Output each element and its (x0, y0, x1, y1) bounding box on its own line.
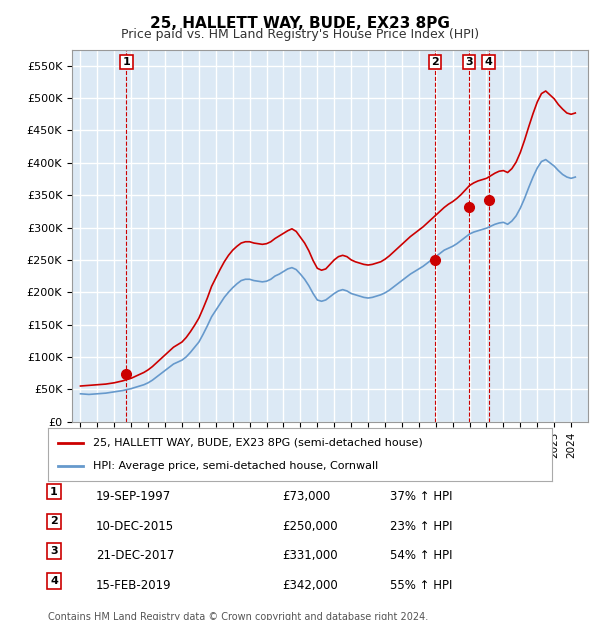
Text: 2: 2 (431, 57, 439, 67)
Text: 37% ↑ HPI: 37% ↑ HPI (390, 490, 452, 503)
Text: £73,000: £73,000 (282, 490, 330, 503)
Text: 25, HALLETT WAY, BUDE, EX23 8PG (semi-detached house): 25, HALLETT WAY, BUDE, EX23 8PG (semi-de… (94, 438, 423, 448)
Text: Contains HM Land Registry data © Crown copyright and database right 2024.: Contains HM Land Registry data © Crown c… (48, 612, 428, 620)
Text: 15-FEB-2019: 15-FEB-2019 (96, 579, 172, 592)
Text: 3: 3 (465, 57, 473, 67)
Text: 54% ↑ HPI: 54% ↑ HPI (390, 549, 452, 562)
Text: 10-DEC-2015: 10-DEC-2015 (96, 520, 174, 533)
Text: 21-DEC-2017: 21-DEC-2017 (96, 549, 175, 562)
Text: 4: 4 (50, 576, 58, 586)
Text: 25, HALLETT WAY, BUDE, EX23 8PG: 25, HALLETT WAY, BUDE, EX23 8PG (150, 16, 450, 30)
Text: 55% ↑ HPI: 55% ↑ HPI (390, 579, 452, 592)
Text: £331,000: £331,000 (282, 549, 338, 562)
Text: £250,000: £250,000 (282, 520, 338, 533)
Text: 19-SEP-1997: 19-SEP-1997 (96, 490, 171, 503)
Text: 1: 1 (50, 487, 58, 497)
Text: 4: 4 (485, 57, 493, 67)
Text: 3: 3 (50, 546, 58, 556)
Text: 2: 2 (50, 516, 58, 526)
Text: £342,000: £342,000 (282, 579, 338, 592)
Text: Price paid vs. HM Land Registry's House Price Index (HPI): Price paid vs. HM Land Registry's House … (121, 28, 479, 41)
Text: 1: 1 (122, 57, 130, 67)
Text: HPI: Average price, semi-detached house, Cornwall: HPI: Average price, semi-detached house,… (94, 461, 379, 471)
Text: 23% ↑ HPI: 23% ↑ HPI (390, 520, 452, 533)
